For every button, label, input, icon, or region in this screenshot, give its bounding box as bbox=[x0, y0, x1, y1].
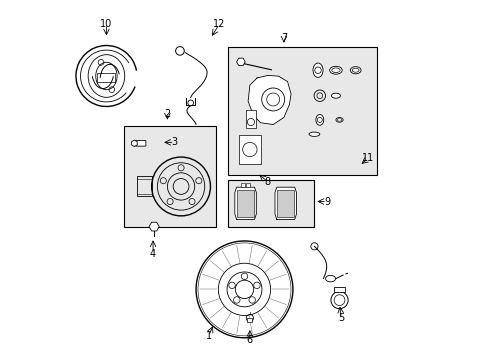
Text: 4: 4 bbox=[150, 248, 156, 258]
Ellipse shape bbox=[349, 67, 360, 74]
Text: 1: 1 bbox=[205, 331, 211, 341]
Text: 7: 7 bbox=[280, 33, 286, 43]
Text: 12: 12 bbox=[213, 19, 225, 29]
FancyArrowPatch shape bbox=[345, 273, 347, 274]
Bar bbox=[228, 180, 314, 226]
Text: 2: 2 bbox=[164, 109, 170, 119]
Bar bbox=[124, 126, 215, 226]
Bar bbox=[246, 110, 256, 128]
Text: 11: 11 bbox=[361, 153, 374, 163]
Text: 3: 3 bbox=[171, 138, 177, 147]
Polygon shape bbox=[247, 76, 290, 125]
Ellipse shape bbox=[329, 66, 342, 74]
Bar bbox=[228, 47, 376, 175]
Ellipse shape bbox=[335, 118, 343, 122]
Text: 8: 8 bbox=[264, 177, 270, 187]
Circle shape bbox=[175, 46, 184, 55]
FancyBboxPatch shape bbox=[135, 140, 145, 146]
Text: 6: 6 bbox=[246, 334, 252, 345]
Ellipse shape bbox=[315, 114, 323, 125]
Bar bbox=[137, 176, 152, 197]
Bar bbox=[277, 190, 293, 217]
Bar bbox=[241, 183, 244, 187]
Circle shape bbox=[310, 243, 317, 250]
Polygon shape bbox=[274, 187, 296, 220]
Ellipse shape bbox=[308, 132, 319, 136]
Bar bbox=[97, 73, 115, 82]
Ellipse shape bbox=[312, 63, 323, 77]
Bar bbox=[247, 318, 252, 321]
Text: 10: 10 bbox=[100, 19, 112, 29]
Bar bbox=[333, 287, 344, 292]
Bar bbox=[239, 135, 260, 164]
Text: 9: 9 bbox=[323, 197, 329, 207]
Bar bbox=[237, 190, 253, 217]
Bar bbox=[246, 183, 249, 187]
Ellipse shape bbox=[331, 93, 340, 98]
Text: 5: 5 bbox=[338, 313, 344, 323]
Ellipse shape bbox=[325, 275, 335, 282]
Polygon shape bbox=[234, 187, 256, 220]
